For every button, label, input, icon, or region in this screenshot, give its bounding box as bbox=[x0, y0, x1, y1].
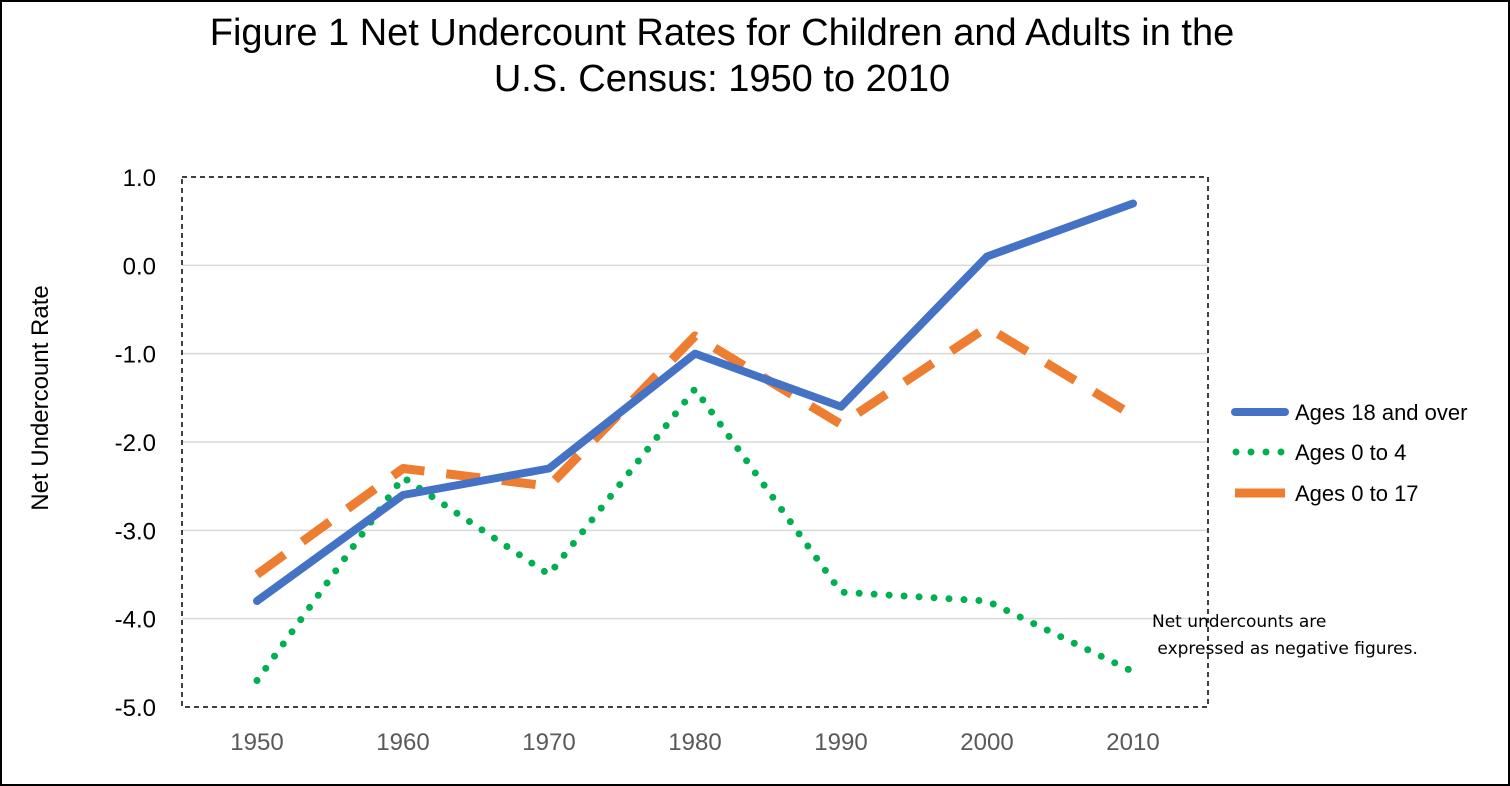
gridlines bbox=[182, 264, 1208, 620]
series-lines bbox=[253, 199, 1137, 684]
chart-title-line-1: Figure 1 Net Undercount Rates for Childr… bbox=[209, 12, 1235, 54]
legend-label: Ages 18 and over bbox=[1295, 400, 1467, 425]
chart-annotation: Net undercounts are expressed as negativ… bbox=[1152, 609, 1418, 663]
legend-label: Ages 0 to 4 bbox=[1295, 440, 1406, 465]
chart-title-line-2: U.S. Census: 1950 to 2010 bbox=[493, 58, 951, 100]
y-tick-label: -1.0 bbox=[115, 342, 156, 369]
y-tick-label: -3.0 bbox=[115, 518, 156, 545]
legend: Ages 18 and over Ages 0 to 4 Ages 0 to 17 bbox=[1231, 400, 1467, 506]
x-tick-label: 2000 bbox=[960, 729, 1013, 756]
legend-label: Ages 0 to 17 bbox=[1295, 481, 1419, 506]
y-axis-tick-labels: 1.0 0.0 -1.0 -2.0 -3.0 -4.0 -5.0 bbox=[115, 165, 156, 722]
y-tick-label: -2.0 bbox=[115, 430, 156, 457]
x-tick-label: 2010 bbox=[1106, 729, 1159, 756]
annotation-line-1: Net undercounts are bbox=[1152, 612, 1327, 632]
y-tick-label: -4.0 bbox=[115, 607, 156, 634]
x-axis-tick-labels: 1950 1960 1970 1980 1990 2000 2010 bbox=[230, 729, 1159, 756]
x-tick-label: 1960 bbox=[376, 729, 429, 756]
x-tick-label: 1950 bbox=[230, 729, 283, 756]
series-line-ages-0-to-4 bbox=[253, 385, 1137, 684]
x-tick-label: 1990 bbox=[814, 729, 867, 756]
y-tick-label: -5.0 bbox=[115, 695, 156, 722]
plot-area-border bbox=[181, 176, 1209, 708]
y-tick-label: 0.0 bbox=[123, 253, 156, 280]
y-tick-label: 1.0 bbox=[123, 165, 156, 192]
x-tick-label: 1970 bbox=[522, 729, 575, 756]
chart-title: Figure 1 Net Undercount Rates for Childr… bbox=[2, 10, 1442, 102]
y-axis-label: Net Undercount Rate bbox=[27, 285, 54, 510]
series-line-ages-0-to-17 bbox=[254, 322, 1136, 579]
annotation-line-2: expressed as negative figures. bbox=[1152, 639, 1418, 659]
x-tick-label: 1980 bbox=[668, 729, 721, 756]
series-line-ages-18-and-over bbox=[253, 199, 1137, 605]
